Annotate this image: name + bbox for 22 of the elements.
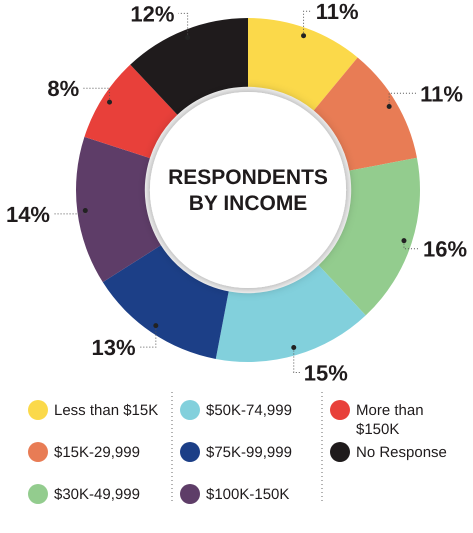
data-label: 13% bbox=[92, 335, 136, 360]
data-label: 8% bbox=[47, 76, 80, 102]
legend-label: $100K-150K bbox=[206, 486, 290, 503]
data-label: 14% bbox=[6, 202, 50, 227]
legend-label: No Response bbox=[356, 444, 447, 461]
legend-label: $50K-74,999 bbox=[206, 402, 292, 419]
data-label: 12% bbox=[130, 1, 174, 26]
donut-slice bbox=[314, 57, 417, 171]
legend-label: $30K-49,999 bbox=[54, 486, 140, 503]
legend-label: More than $150K bbox=[356, 402, 424, 438]
legend-label: $75K-99,999 bbox=[206, 444, 292, 461]
data-label: 11% bbox=[316, 0, 359, 24]
donut-slice bbox=[76, 136, 161, 282]
legend-label: $15K-29,999 bbox=[54, 444, 140, 461]
data-label: 11% bbox=[420, 81, 463, 106]
donut-slice bbox=[84, 64, 178, 158]
data-label: 16% bbox=[423, 236, 468, 262]
data-label: 15% bbox=[304, 360, 348, 386]
donut-slice bbox=[216, 265, 366, 362]
donut-slice bbox=[248, 18, 358, 110]
text: RESPONDENTS BY INCOME bbox=[168, 166, 328, 215]
legend-label: Less than $15K bbox=[54, 402, 158, 419]
